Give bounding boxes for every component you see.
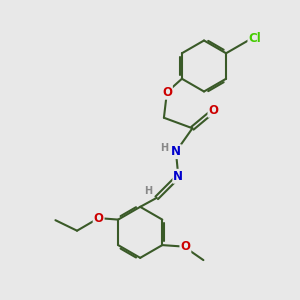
Text: N: N <box>171 145 181 158</box>
Text: O: O <box>94 212 103 225</box>
Text: O: O <box>162 86 172 99</box>
Text: N: N <box>173 170 183 183</box>
Text: O: O <box>208 104 218 117</box>
Text: H: H <box>144 186 152 196</box>
Text: Cl: Cl <box>248 32 261 46</box>
Text: H: H <box>160 143 169 153</box>
Text: O: O <box>180 240 190 253</box>
